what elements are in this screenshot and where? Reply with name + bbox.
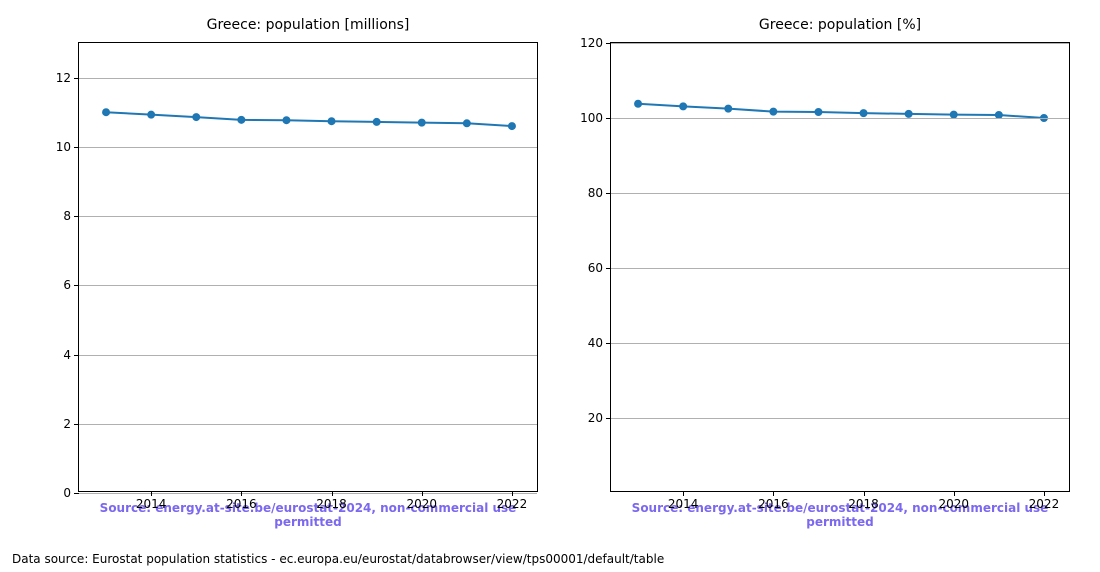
xtick-mark — [512, 491, 513, 496]
xtick-mark — [422, 491, 423, 496]
data-point — [635, 100, 642, 107]
xtick-mark — [332, 491, 333, 496]
gridline — [611, 43, 1069, 44]
xtick-label: 2020 — [406, 497, 437, 511]
plot-area-right — [611, 43, 1069, 491]
ytick-label: 4 — [63, 348, 71, 362]
ytick-mark — [606, 43, 611, 44]
gridline — [611, 193, 1069, 194]
xtick-label: 2014 — [136, 497, 167, 511]
ytick-label: 120 — [580, 36, 603, 50]
ytick-mark — [606, 268, 611, 269]
ytick-mark — [606, 418, 611, 419]
data-point — [860, 110, 867, 117]
ytick-label: 40 — [588, 336, 603, 350]
gridline — [79, 493, 537, 494]
chart-title-left: Greece: population [millions] — [79, 17, 537, 33]
xtick-mark — [683, 491, 684, 496]
ytick-label: 12 — [56, 71, 71, 85]
line-series — [106, 112, 512, 126]
data-point — [815, 109, 822, 116]
ytick-mark — [74, 493, 79, 494]
line-series — [638, 104, 1044, 118]
xtick-label: 2016 — [226, 497, 257, 511]
chart-panel-right: Greece: population [%] Source: energy.at… — [610, 42, 1070, 492]
xtick-mark — [864, 491, 865, 496]
ytick-label: 100 — [580, 111, 603, 125]
ytick-label: 6 — [63, 278, 71, 292]
ytick-label: 8 — [63, 209, 71, 223]
xtick-label: 2018 — [848, 497, 879, 511]
xtick-mark — [773, 491, 774, 496]
ytick-mark — [74, 355, 79, 356]
xtick-mark — [954, 491, 955, 496]
gridline — [611, 343, 1069, 344]
ytick-label: 10 — [56, 140, 71, 154]
ytick-mark — [606, 118, 611, 119]
ytick-mark — [74, 285, 79, 286]
gridline — [611, 418, 1069, 419]
data-point — [283, 117, 290, 124]
ytick-label: 0 — [63, 486, 71, 500]
ytick-mark — [606, 193, 611, 194]
xtick-mark — [151, 491, 152, 496]
xtick-mark — [1044, 491, 1045, 496]
data-point — [328, 118, 335, 125]
ytick-label: 60 — [588, 261, 603, 275]
figure: Greece: population [millions] Source: en… — [0, 0, 1100, 572]
xtick-label: 2016 — [758, 497, 789, 511]
data-point — [148, 111, 155, 118]
xtick-label: 2014 — [668, 497, 699, 511]
xtick-label: 2022 — [497, 497, 528, 511]
data-point — [418, 119, 425, 126]
chart-title-right: Greece: population [%] — [611, 17, 1069, 33]
ytick-mark — [74, 78, 79, 79]
data-point — [508, 123, 515, 130]
data-point — [680, 103, 687, 110]
xtick-label: 2020 — [938, 497, 969, 511]
data-point — [373, 118, 380, 125]
gridline — [611, 118, 1069, 119]
gridline — [79, 147, 537, 148]
gridline — [79, 424, 537, 425]
xtick-label: 2018 — [316, 497, 347, 511]
ytick-label: 20 — [588, 411, 603, 425]
gridline — [79, 78, 537, 79]
gridline — [79, 285, 537, 286]
gridline — [611, 268, 1069, 269]
data-point — [103, 109, 110, 116]
ytick-mark — [74, 424, 79, 425]
ytick-mark — [74, 147, 79, 148]
data-point — [193, 114, 200, 121]
ytick-label: 2 — [63, 417, 71, 431]
chart-panel-left: Greece: population [millions] Source: en… — [78, 42, 538, 492]
ytick-mark — [74, 216, 79, 217]
data-point — [770, 108, 777, 115]
data-point — [725, 105, 732, 112]
xtick-label: 2022 — [1029, 497, 1060, 511]
data-point — [905, 110, 912, 117]
data-point — [463, 120, 470, 127]
xtick-mark — [241, 491, 242, 496]
gridline — [79, 216, 537, 217]
ytick-label: 80 — [588, 186, 603, 200]
gridline — [79, 355, 537, 356]
ytick-mark — [606, 343, 611, 344]
data-point — [238, 116, 245, 123]
footer-data-source: Data source: Eurostat population statist… — [12, 552, 664, 566]
